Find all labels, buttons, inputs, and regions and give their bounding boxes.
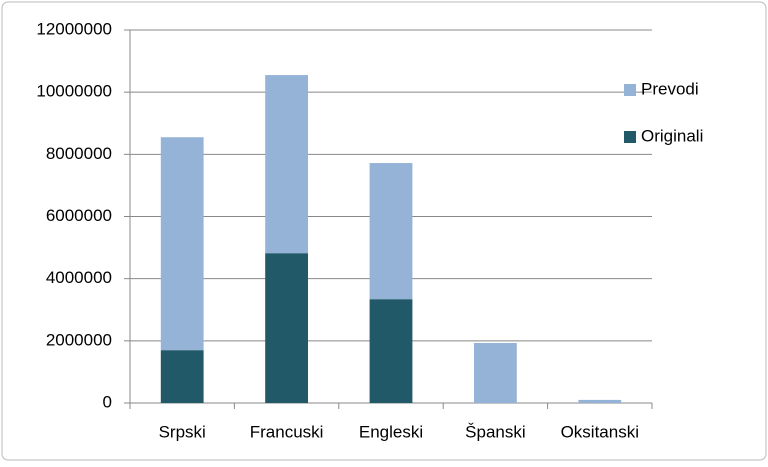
bar-segment	[160, 137, 204, 351]
legend-label: Prevodi	[641, 79, 699, 98]
x-tick-label: Francuski	[250, 422, 324, 441]
y-tick-label: 8000000	[46, 144, 112, 163]
y-tick-label: 10000000	[36, 82, 112, 101]
y-tick-label: 6000000	[46, 206, 112, 225]
bar-segment	[369, 299, 413, 403]
y-tick-label: 4000000	[46, 268, 112, 287]
bar-segment	[265, 75, 309, 254]
x-tick-label: Oksitanski	[561, 422, 639, 441]
x-tick-label: Engleski	[359, 422, 423, 441]
y-tick-label: 2000000	[46, 330, 112, 349]
bar-segment	[265, 253, 309, 403]
bar-segment	[473, 343, 517, 403]
bar-segment	[369, 163, 413, 300]
legend-swatch	[624, 131, 636, 143]
x-tick-label: Španski	[465, 422, 525, 441]
legend-label: Originali	[641, 126, 703, 145]
y-tick-label: 12000000	[36, 19, 112, 38]
y-tick-label: 0	[103, 392, 112, 411]
x-tick-label: Srpski	[159, 422, 206, 441]
bar-segment	[578, 399, 622, 403]
legend-swatch	[624, 84, 636, 96]
bar-segment	[160, 350, 204, 403]
